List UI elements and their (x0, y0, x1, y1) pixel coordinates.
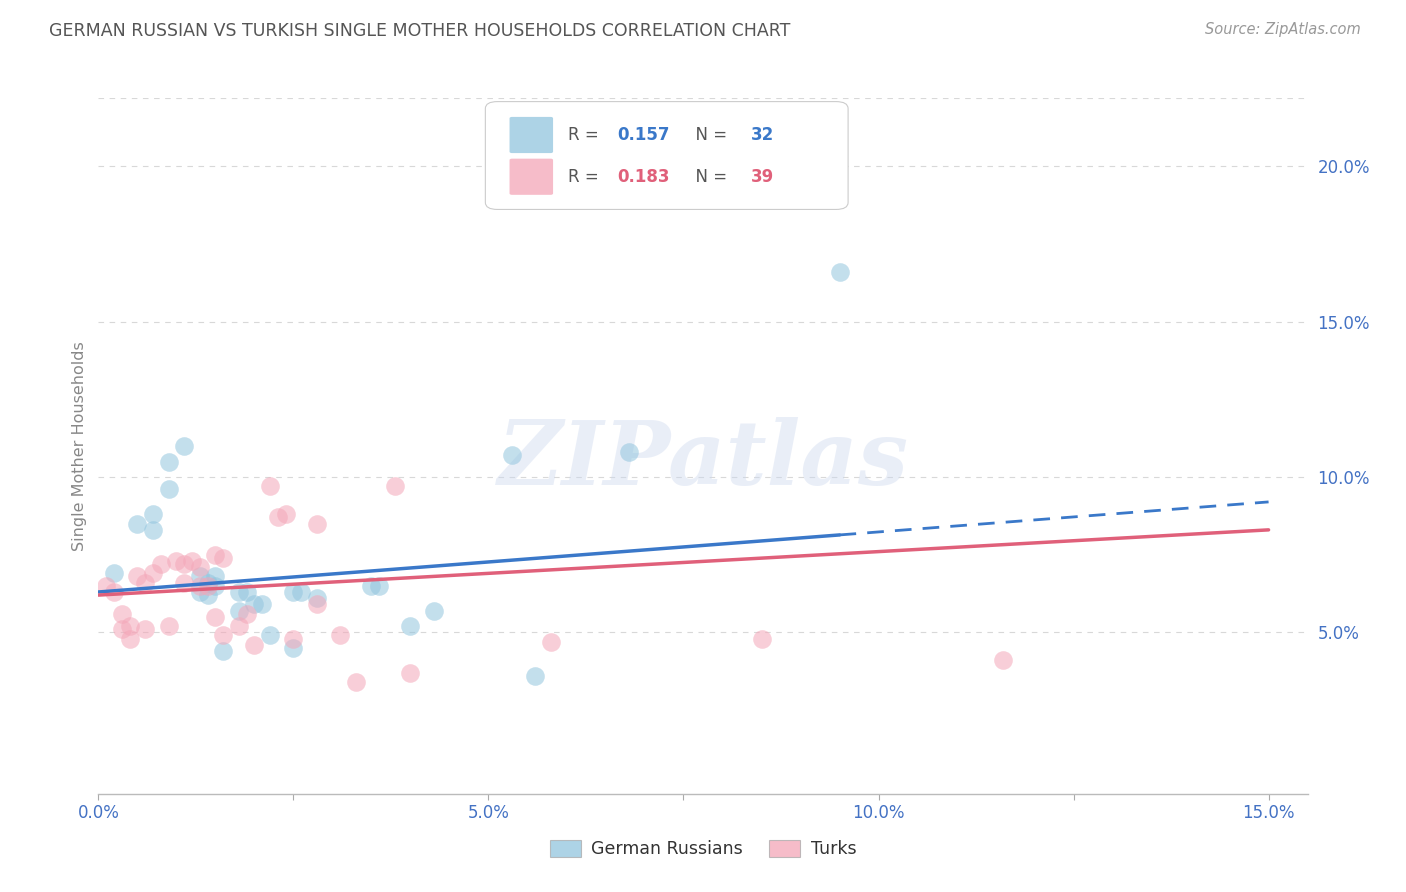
FancyBboxPatch shape (509, 117, 553, 153)
Text: 32: 32 (751, 126, 775, 144)
Point (188, 579, 211, 593)
Point (828, 265, 851, 279)
Point (235, 585, 257, 599)
FancyBboxPatch shape (509, 159, 553, 194)
Point (173, 439, 195, 453)
Point (157, 454, 180, 468)
Point (399, 619, 422, 633)
Point (134, 622, 156, 636)
Point (259, 479, 281, 493)
Text: R =: R = (568, 168, 603, 186)
Point (127, 516, 149, 531)
Text: Source: ZipAtlas.com: Source: ZipAtlas.com (1205, 22, 1361, 37)
Text: ZIPatlas: ZIPatlas (498, 417, 908, 503)
Point (111, 607, 134, 621)
Y-axis label: Single Mother Households: Single Mother Households (72, 341, 87, 551)
Point (283, 632, 305, 646)
Legend: German Russians, Turks: German Russians, Turks (543, 833, 863, 865)
Point (142, 523, 165, 537)
Point (173, 557, 195, 571)
Text: 0.157: 0.157 (617, 126, 669, 144)
Text: 39: 39 (751, 168, 775, 186)
Point (118, 619, 141, 633)
Point (305, 516, 328, 531)
Point (267, 510, 290, 524)
Point (243, 598, 266, 612)
Point (197, 588, 219, 602)
Point (204, 610, 226, 624)
Point (329, 628, 352, 642)
Point (305, 591, 328, 606)
Point (127, 569, 149, 583)
Point (274, 508, 297, 522)
Point (165, 554, 187, 568)
Point (96, 579, 118, 593)
Point (283, 585, 305, 599)
Point (524, 669, 547, 683)
Point (259, 628, 281, 642)
Point (142, 508, 165, 522)
Point (212, 550, 235, 565)
Point (212, 644, 235, 658)
Point (993, 653, 1015, 667)
Point (399, 665, 422, 680)
Point (283, 640, 305, 655)
Point (305, 598, 328, 612)
Point (228, 604, 250, 618)
Point (540, 634, 562, 648)
Point (204, 579, 226, 593)
Point (188, 569, 211, 583)
Point (134, 575, 156, 590)
Point (149, 557, 172, 571)
Point (181, 554, 204, 568)
Point (204, 569, 226, 583)
Point (197, 575, 219, 590)
FancyBboxPatch shape (485, 102, 848, 210)
Point (368, 579, 391, 593)
Point (423, 604, 446, 618)
Point (111, 622, 134, 636)
Point (344, 675, 367, 690)
Point (235, 607, 257, 621)
Text: GERMAN RUSSIAN VS TURKISH SINGLE MOTHER HOUSEHOLDS CORRELATION CHART: GERMAN RUSSIAN VS TURKISH SINGLE MOTHER … (49, 22, 790, 40)
Text: R =: R = (568, 126, 603, 144)
Point (157, 619, 180, 633)
Point (197, 579, 219, 593)
Point (103, 566, 125, 581)
Point (142, 566, 165, 581)
Point (252, 598, 274, 612)
Point (188, 560, 211, 574)
Point (212, 628, 235, 642)
Point (228, 585, 250, 599)
Point (228, 619, 250, 633)
Point (103, 585, 125, 599)
Point (501, 448, 523, 462)
Point (290, 585, 312, 599)
Text: N =: N = (685, 168, 733, 186)
Text: 0.183: 0.183 (617, 168, 669, 186)
Point (384, 479, 406, 493)
Point (118, 632, 141, 646)
Point (157, 483, 180, 497)
Point (751, 632, 773, 646)
Point (617, 445, 640, 459)
Point (188, 585, 211, 599)
Point (243, 638, 266, 652)
Point (360, 579, 382, 593)
Point (173, 575, 195, 590)
Text: N =: N = (685, 126, 733, 144)
Point (204, 548, 226, 562)
